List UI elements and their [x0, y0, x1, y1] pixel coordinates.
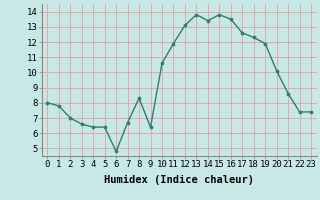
X-axis label: Humidex (Indice chaleur): Humidex (Indice chaleur) [104, 175, 254, 185]
